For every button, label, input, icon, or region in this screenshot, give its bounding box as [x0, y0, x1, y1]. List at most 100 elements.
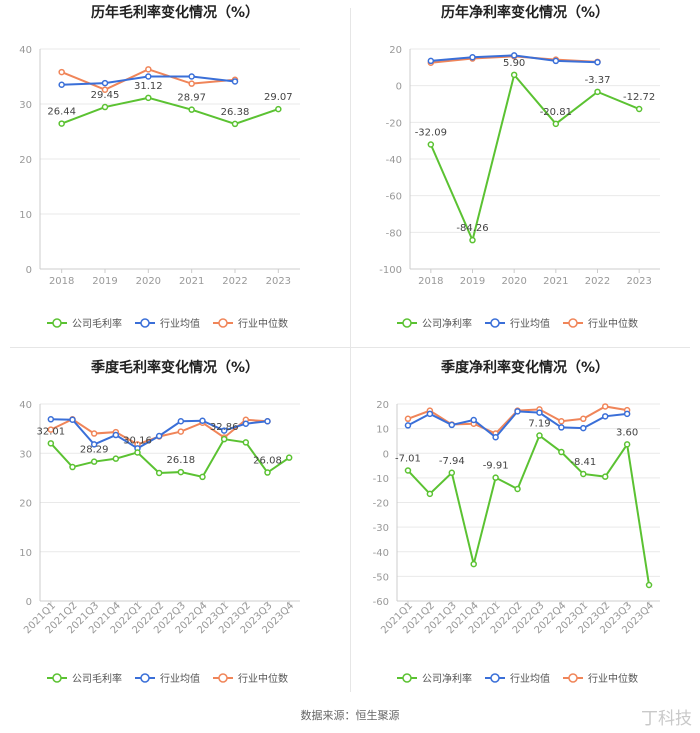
- chart2-data-label: -20.81: [540, 107, 572, 118]
- chart3-series-avg-point: [199, 417, 206, 424]
- chart3-legend-company-marker: [52, 673, 62, 683]
- chart4-y-tick-label: -20: [373, 499, 389, 510]
- chart1-series-company-point: [275, 105, 282, 113]
- chart2-series-avg-point: [510, 52, 518, 59]
- chart3-legend-avg-label: 行业均值: [160, 672, 200, 685]
- chart4-title: 季度净利率变化情况（%）: [440, 359, 609, 376]
- chart4-series-avg-line: [407, 410, 628, 439]
- chart2-legend-median-marker: [568, 318, 578, 328]
- chart2-data-label: -12.72: [623, 92, 655, 103]
- chart3-series-company-point: [69, 463, 76, 471]
- chart3-legend-median-label: 行业中位数: [238, 672, 288, 685]
- vertical-divider: [350, 8, 351, 692]
- chart3-series-avg-point: [264, 417, 271, 425]
- chart3-series-company-point: [242, 439, 250, 446]
- chart1-legend-company-label: 公司毛利率: [72, 317, 122, 330]
- chart1-series-median-point: [188, 80, 195, 87]
- chart4-legend-company-label: 公司净利率: [422, 672, 472, 685]
- chart3-y-tick-label: 0: [26, 597, 32, 608]
- chart4-series-company-point: [404, 467, 412, 474]
- chart1-data-label: 29.45: [91, 90, 120, 101]
- chart4-data-label: 3.60: [616, 427, 638, 438]
- chart4-y-tick-label: 10: [376, 425, 389, 436]
- chart1-series-company-point: [145, 94, 152, 102]
- chart2-x-tick-label: 2020: [501, 276, 526, 287]
- chart1-series-avg-point: [188, 73, 195, 80]
- chart2-legend-avg-marker: [490, 318, 500, 328]
- chart1-series-median-point: [101, 86, 109, 93]
- chart1-y-tick-label: 10: [19, 210, 32, 221]
- chart3-series-avg-point: [242, 420, 250, 427]
- chart4-data-label: 7.19: [528, 419, 550, 430]
- chart1-series-avg-point: [58, 81, 65, 88]
- chart4-series-avg-point: [470, 416, 477, 424]
- chart1-legend-avg-marker: [140, 318, 150, 328]
- chart4-data-label: -8.41: [570, 457, 596, 468]
- chart2-y-tick-label: -100: [379, 265, 402, 276]
- chart4-series-avg-point: [558, 424, 565, 431]
- chart3-series-company-point: [177, 468, 185, 476]
- chart2-legend-company-label: 公司净利率: [422, 317, 472, 330]
- chart2-series-avg-point: [427, 57, 435, 65]
- chart2-series-company-point: [510, 71, 518, 79]
- chart2-series-company-point: [552, 120, 560, 128]
- chart3-y-tick-label: 30: [19, 449, 32, 460]
- chart4-series-avg-point: [426, 410, 434, 418]
- chart4-series-median-point: [558, 417, 565, 425]
- chart3-legend-company-label: 公司毛利率: [72, 672, 122, 685]
- chart4-y-tick-label: -40: [373, 548, 389, 559]
- chart4-series-company-point: [558, 448, 565, 456]
- chart2-x-tick-label: 2019: [460, 276, 485, 287]
- chart3-y-tick-label: 20: [19, 499, 32, 510]
- chart1-data-label: 28.97: [177, 93, 206, 104]
- chart1-data-label: 31.12: [134, 81, 163, 92]
- chart4-series-company-point: [426, 490, 434, 498]
- chart3-data-label: 26.08: [253, 456, 282, 467]
- chart4-series-median-point: [404, 415, 412, 423]
- chart3-series-median-point: [177, 428, 185, 435]
- chart2-series-avg-point: [552, 57, 560, 65]
- watermark: 丁科技: [641, 709, 692, 729]
- chart2-title: 历年净利率变化情况（%）: [441, 4, 609, 21]
- chart1-x-tick-label: 2019: [92, 276, 117, 287]
- chart4-series-company-point: [448, 469, 456, 477]
- chart1-series-avg-point: [145, 73, 152, 80]
- data-source-note: 数据来源：恒生聚源: [300, 709, 400, 722]
- chart2-y-tick-label: 0: [396, 82, 402, 93]
- chart3-series-avg-point: [155, 432, 163, 440]
- chart4-series-company-point: [492, 474, 499, 481]
- chart2-series-avg-point: [469, 54, 476, 61]
- horizontal-divider: [10, 347, 690, 348]
- chart2-data-label: 5.90: [503, 58, 525, 69]
- chart3-series-avg-point: [112, 431, 120, 439]
- chart4-series-avg-point: [492, 433, 499, 441]
- chart3-title: 季度毛利率变化情况（%）: [90, 359, 259, 376]
- chart2-series-company-point: [427, 141, 435, 148]
- chart1-series-company-point: [188, 106, 195, 113]
- chart4-legend-avg-marker: [490, 673, 500, 683]
- chart4-legend-company-marker: [402, 673, 412, 683]
- chart2-x-tick-label: 2018: [418, 276, 443, 287]
- chart4-y-tick-label: -50: [373, 572, 389, 583]
- chart1-x-tick-label: 2022: [222, 276, 247, 287]
- chart3-series-company-point: [134, 449, 141, 456]
- chart4-series-company-point: [645, 581, 653, 589]
- chart2-x-tick-label: 2022: [585, 276, 610, 287]
- chart3-series-median-point: [47, 426, 55, 433]
- chart1-x-tick-label: 2021: [179, 276, 204, 287]
- chart4-y-tick-label: 20: [376, 400, 389, 411]
- chart1-series-company-point: [58, 120, 65, 127]
- chart2-legend-median-label: 行业中位数: [588, 317, 638, 330]
- chart4-data-label: -7.01: [395, 454, 421, 465]
- chart4-y-tick-label: -10: [373, 474, 389, 485]
- chart1-series-avg-point: [101, 79, 109, 87]
- chart1-y-tick-label: 40: [19, 45, 32, 56]
- chart2-y-tick-label: -40: [386, 155, 402, 166]
- chart4-series-company-point: [623, 441, 631, 448]
- chart4-legend-avg-label: 行业均值: [510, 672, 550, 685]
- chart2-x-tick-label: 2021: [543, 276, 568, 287]
- chart2-data-label: -32.09: [415, 127, 447, 138]
- chart1-legend-median-label: 行业中位数: [238, 317, 288, 330]
- chart3-legend-avg-marker: [140, 673, 150, 683]
- chart1-series-median-point: [145, 66, 152, 73]
